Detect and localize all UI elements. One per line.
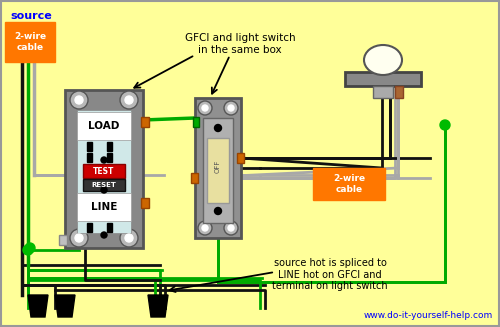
- Circle shape: [228, 105, 234, 111]
- Text: source: source: [10, 11, 52, 21]
- Circle shape: [101, 187, 107, 193]
- Bar: [5, 22, 55, 62]
- Bar: [107, 142, 112, 151]
- Circle shape: [75, 234, 83, 242]
- Circle shape: [214, 208, 222, 215]
- Circle shape: [125, 234, 133, 242]
- Polygon shape: [28, 295, 48, 317]
- Circle shape: [224, 101, 238, 115]
- Circle shape: [120, 229, 138, 247]
- Circle shape: [214, 125, 222, 131]
- Circle shape: [202, 225, 208, 231]
- Bar: [195, 98, 241, 238]
- Text: source hot is spliced to
LINE hot on GFCI and
terminal on light switch: source hot is spliced to LINE hot on GFC…: [272, 258, 388, 291]
- Bar: [193, 117, 199, 127]
- Circle shape: [75, 96, 83, 104]
- Text: www.do-it-yourself-help.com: www.do-it-yourself-help.com: [364, 311, 493, 320]
- Circle shape: [198, 101, 212, 115]
- Circle shape: [25, 243, 35, 253]
- Bar: [107, 153, 112, 162]
- Bar: [141, 117, 149, 127]
- Bar: [59, 235, 67, 245]
- Polygon shape: [55, 295, 75, 317]
- Bar: [87, 223, 92, 232]
- Bar: [203, 118, 233, 223]
- Bar: [77, 110, 131, 233]
- Text: TEST: TEST: [94, 166, 114, 176]
- Text: OFF: OFF: [215, 159, 221, 173]
- Circle shape: [70, 229, 88, 247]
- Circle shape: [101, 157, 107, 163]
- Circle shape: [23, 245, 33, 255]
- Circle shape: [101, 232, 107, 238]
- Circle shape: [440, 120, 450, 130]
- Bar: [65, 90, 143, 248]
- Text: LINE: LINE: [91, 202, 117, 212]
- Bar: [83, 164, 125, 178]
- Bar: [83, 179, 125, 191]
- Circle shape: [120, 91, 138, 109]
- Polygon shape: [148, 295, 168, 317]
- Bar: [87, 142, 92, 151]
- Bar: [77, 193, 131, 221]
- Text: LOAD: LOAD: [88, 121, 120, 131]
- Bar: [313, 168, 385, 200]
- Bar: [373, 86, 393, 98]
- Circle shape: [198, 221, 212, 235]
- Text: 2-wire
cable: 2-wire cable: [333, 174, 365, 194]
- Text: GFCI and light switch
in the same box: GFCI and light switch in the same box: [184, 33, 296, 55]
- Bar: [207, 138, 229, 203]
- Bar: [77, 112, 131, 140]
- Circle shape: [202, 105, 208, 111]
- Bar: [141, 198, 149, 208]
- Circle shape: [228, 225, 234, 231]
- Bar: [237, 153, 244, 163]
- Text: 2-wire
cable: 2-wire cable: [14, 32, 46, 52]
- Bar: [87, 153, 92, 162]
- Bar: [345, 72, 421, 86]
- Circle shape: [125, 96, 133, 104]
- Text: RESET: RESET: [92, 182, 116, 188]
- Bar: [107, 223, 112, 232]
- Ellipse shape: [364, 45, 402, 75]
- Bar: [395, 86, 403, 98]
- Bar: [191, 173, 198, 183]
- Circle shape: [224, 221, 238, 235]
- Circle shape: [70, 91, 88, 109]
